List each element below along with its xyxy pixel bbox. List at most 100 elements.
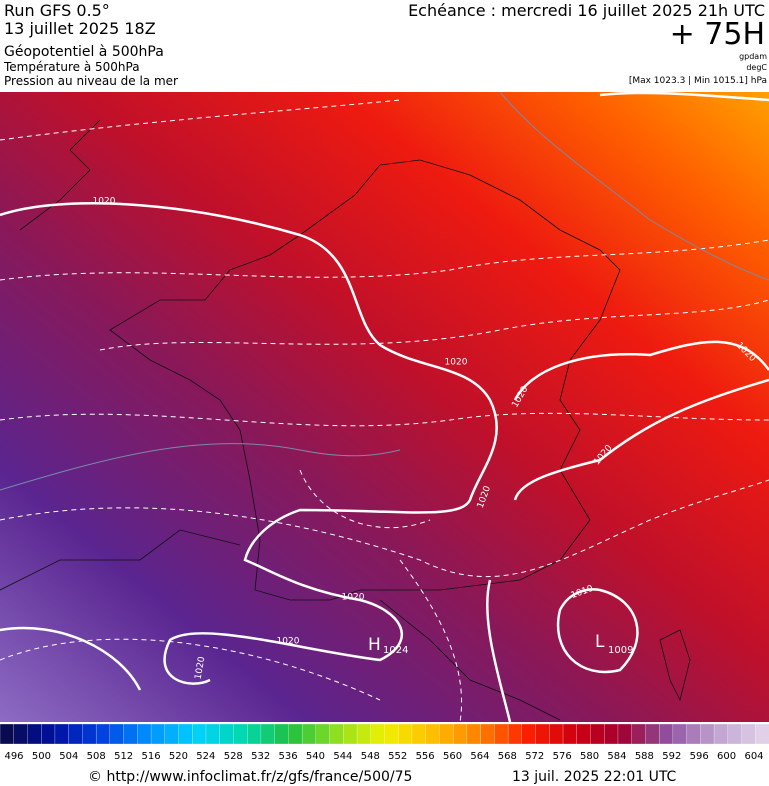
colorbar-tick-label: 520: [169, 751, 188, 762]
colorbar-cell: [150, 723, 166, 745]
colorbar-cell: [137, 723, 152, 745]
colorbar-cell: [631, 723, 646, 745]
colorbar-cell: [233, 723, 248, 745]
colorbar-cell: [95, 723, 111, 745]
colorbar-cell: [329, 723, 344, 745]
colorbar-tick-label: 516: [141, 751, 160, 762]
colorbar-cell: [425, 723, 440, 745]
source: © http://www.infoclimat.fr/z/gfs/france/…: [88, 769, 412, 785]
field: Pression au niveau de la mer: [4, 74, 178, 88]
valid-time: Echéance : mercredi 16 juillet 2025 21h …: [408, 1, 765, 20]
colorbar-cell: [301, 723, 317, 745]
field: Température à 500hPa: [3, 60, 140, 74]
temperature-field: [0, 92, 769, 722]
colorbar-cell: [494, 723, 509, 745]
colorbar-cell: [700, 723, 715, 745]
colorbar: 496 500 504 508 512 516 520 524 528 532 536 540 544 5…: [0, 723, 769, 762]
colorbar-cell: [109, 723, 125, 745]
low-marker: L: [595, 632, 605, 652]
run: 13 juillet 2025 18Z: [4, 19, 156, 38]
colorbar-cell: [356, 723, 372, 745]
unit: gpdam: [739, 52, 767, 61]
colorbar-cell: [260, 723, 276, 745]
colorbar-cell: [343, 723, 358, 745]
colorbar-tick-label: 540: [306, 751, 325, 762]
colorbar-cell: [178, 723, 193, 745]
colorbar-tick-label: 556: [416, 751, 435, 762]
colorbar-tick-label: 568: [498, 751, 517, 762]
geopotential-contours: [0, 99, 769, 723]
colorbar-cell: [535, 723, 550, 745]
colorbar-cell: [672, 723, 688, 745]
colorbar-cell: [480, 723, 495, 745]
colorbar-cell: [0, 723, 15, 745]
colorbar-tick-label: 496: [4, 751, 23, 762]
colorbar-cell: [27, 723, 42, 745]
colorbar-tick-label: 548: [361, 751, 380, 762]
colorbar-cell: [82, 723, 97, 745]
colorbar-cell: [439, 723, 454, 745]
colorbar-tick-label: 588: [635, 751, 654, 762]
colorbar-cell: [713, 723, 729, 745]
colorbar-cell: [686, 723, 701, 745]
colorbar-cell: [617, 723, 633, 745]
colorbar-cell: [590, 723, 605, 745]
colorbar-tick-label: 604: [744, 751, 763, 762]
isobar-label: 1020: [93, 197, 116, 207]
colorbar-cell: [466, 723, 482, 745]
colorbar-cell: [370, 723, 385, 745]
colorbar-cell: [41, 723, 56, 745]
colorbar-cell: [13, 723, 28, 745]
colorbar-tick-label: 560: [443, 751, 462, 762]
colorbar-tick-label: 600: [717, 751, 736, 762]
colorbar-cell: [658, 723, 674, 745]
high-marker: H: [368, 635, 381, 655]
unit: degC: [746, 63, 767, 72]
isobar-label: 1020: [445, 358, 468, 368]
colorbar-cell: [604, 723, 619, 745]
colorbar-tick-label: 592: [662, 751, 681, 762]
colorbar-tick-label: 564: [470, 751, 489, 762]
isotherms: [0, 91, 769, 491]
colorbar-tick-label: 532: [251, 751, 270, 762]
colorbar-cell: [562, 723, 578, 745]
header: Run GFS 0.5° 13 juillet 2025 18Z Géopote…: [3, 1, 767, 88]
colorbar-cell: [288, 723, 303, 745]
colorbar-cell: [192, 723, 207, 745]
colorbar-cell: [164, 723, 179, 745]
colorbar-tick-label: 528: [224, 751, 243, 762]
isobar-label: 1020: [342, 593, 365, 603]
colorbar-cell: [755, 723, 769, 745]
colorbar-cell: [507, 723, 523, 745]
colorbar-tick-label: 596: [690, 751, 709, 762]
colorbar-cell: [549, 723, 564, 745]
colorbar-tick-label: 512: [114, 751, 133, 762]
colorbar-cell: [645, 723, 660, 745]
colorbar-cell: [576, 723, 591, 745]
timestamp: 13 juil. 2025 22:01 UTC: [512, 769, 677, 785]
colorbar-cell: [741, 723, 756, 745]
colorbar-tick-label: 576: [553, 751, 572, 762]
coastlines: [0, 119, 691, 721]
colorbar-cell: [219, 723, 234, 745]
colorbar-cell: [521, 723, 537, 745]
colorbar-cell: [384, 723, 399, 745]
isobar-label: 1020: [277, 637, 300, 647]
colorbar-cell: [398, 723, 413, 745]
colorbar-cell: [315, 723, 331, 745]
high-value: 1024: [383, 645, 408, 656]
pressure-range: [Max 1023.3 | Min 1015.1] hPa: [629, 76, 767, 86]
colorbar-cell: [247, 723, 262, 745]
colorbar-cell: [54, 723, 70, 745]
colorbar-tick-label: 536: [279, 751, 298, 762]
colorbar-tick-label: 504: [59, 751, 78, 762]
colorbar-tick-label: 572: [525, 751, 544, 762]
isobars: [0, 91, 769, 723]
colorbar-cell: [274, 723, 289, 745]
colorbar-tick-label: 584: [607, 751, 626, 762]
colorbar-cell: [123, 723, 138, 745]
colorbar-cell: [205, 723, 221, 745]
model: Run GFS 0.5°: [4, 1, 110, 20]
colorbar-tick-label: 544: [333, 751, 352, 762]
